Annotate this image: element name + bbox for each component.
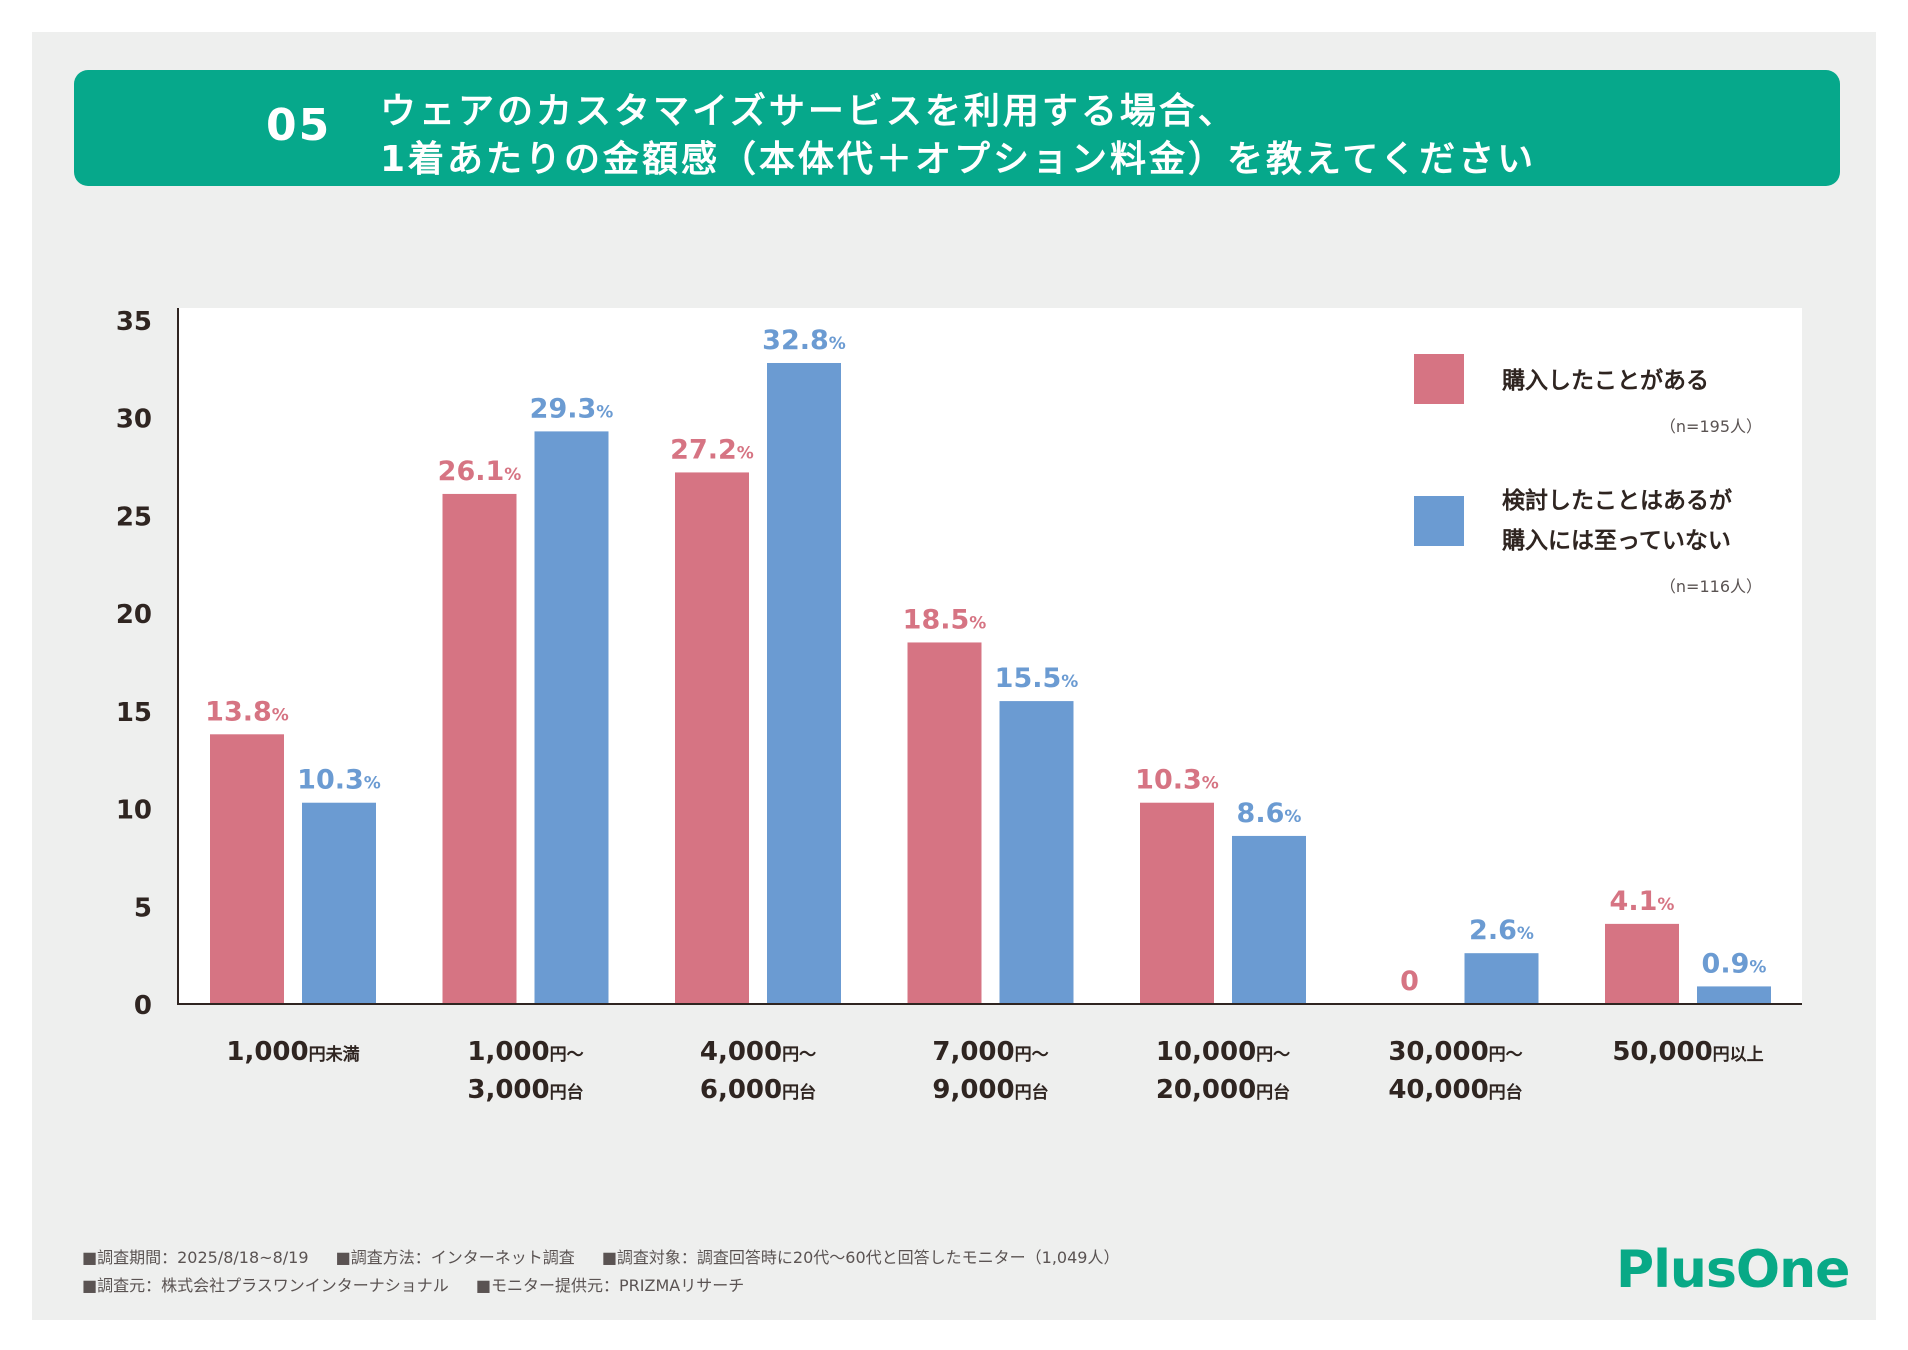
x-tick-label: 10,000円～ — [1156, 1037, 1290, 1067]
y-tick-label: 15 — [116, 698, 152, 728]
legend-sample-size: （n=116人） — [1660, 577, 1762, 596]
bar-purchased — [907, 642, 982, 1004]
bar-considered — [767, 362, 841, 1005]
x-tick-label: 4,000円～ — [700, 1037, 816, 1067]
data-label: 18.5% — [903, 604, 987, 635]
x-tick-label: 9,000円台 — [932, 1075, 1048, 1105]
x-tick-label: 7,000円～ — [932, 1037, 1048, 1067]
x-tick-label: 40,000円台 — [1388, 1075, 1522, 1105]
legend-label: 購入したことがある — [1502, 367, 1709, 394]
plusone-logo: PlusOne — [1616, 1240, 1850, 1300]
footnote-provider: ■モニター提供元：PRIZMAリサーチ — [475, 1276, 745, 1295]
data-label: 27.2% — [670, 434, 754, 465]
footnote-source: ■調査元：株式会社プラスワンインターナショナル — [82, 1276, 449, 1295]
data-label: 4.1% — [1610, 886, 1675, 917]
bar-purchased — [210, 734, 284, 1004]
question-title-line2: 1着あたりの金額感（本体代＋オプション料金）を教えてください — [380, 139, 1537, 180]
footnote-row-1: ■調査期間：2025/8/18~8/19 ■調査方法：インターネット調査 ■調査… — [82, 1244, 1141, 1272]
data-label: 29.3% — [530, 393, 614, 424]
bar-purchased — [1605, 923, 1679, 1004]
bar-purchased — [675, 472, 749, 1004]
y-tick-label: 30 — [116, 405, 152, 435]
bar-purchased — [1140, 802, 1214, 1004]
data-label: 15.5% — [995, 663, 1079, 694]
x-tick-label: 20,000円台 — [1156, 1075, 1290, 1105]
bar-considered — [302, 802, 376, 1004]
y-tick-label: 0 — [134, 991, 152, 1021]
data-label: 10.3% — [1135, 765, 1219, 796]
bar-considered — [534, 431, 609, 1004]
x-tick-label: 1,000円未満 — [226, 1037, 359, 1067]
question-title-line1: ウェアのカスタマイズサービスを利用する場合、 — [380, 91, 1237, 132]
legend-swatch — [1414, 496, 1464, 546]
x-tick-label: 1,000円～ — [467, 1037, 583, 1067]
data-label: 2.6% — [1469, 915, 1534, 946]
data-label: 10.3% — [297, 765, 381, 796]
legend-label: 購入には至っていない — [1502, 528, 1731, 554]
legend-label: 検討したことはあるが — [1502, 487, 1732, 514]
x-tick-label: 50,000円以上 — [1612, 1037, 1763, 1067]
survey-footnote: ■調査期間：2025/8/18~8/19 ■調査方法：インターネット調査 ■調査… — [82, 1244, 1141, 1300]
footnote-row-2: ■調査元：株式会社プラスワンインターナショナル ■モニター提供元：PRIZMAリ… — [82, 1272, 1141, 1300]
y-tick-label: 25 — [116, 502, 152, 532]
bar-considered — [1232, 835, 1306, 1004]
x-tick-label: 3,000円台 — [467, 1075, 583, 1105]
footnote-period: ■調査期間：2025/8/18~8/19 — [82, 1248, 309, 1267]
y-tick-label: 10 — [116, 796, 152, 826]
data-label: 32.8% — [762, 325, 846, 356]
question-number: 05 — [266, 100, 332, 151]
title-banner: 05 ウェアのカスタマイズサービスを利用する場合、 1着あたりの金額感（本体代＋… — [74, 70, 1840, 186]
bar-considered — [999, 701, 1074, 1004]
data-label: 13.8% — [205, 696, 289, 727]
data-label: 26.1% — [438, 456, 522, 487]
data-label: 0.9% — [1702, 948, 1767, 979]
bar-considered — [1697, 986, 1771, 1004]
x-tick-label: 6,000円台 — [700, 1075, 816, 1105]
legend-sample-size: （n=195人） — [1660, 417, 1762, 436]
bar-considered — [1464, 953, 1539, 1004]
data-label: 8.6% — [1237, 798, 1302, 829]
bar-purchased — [442, 493, 517, 1004]
footnote-method: ■調査方法：インターネット調査 — [335, 1248, 575, 1267]
data-label: 0 — [1400, 966, 1419, 997]
y-tick-label: 35 — [116, 307, 152, 337]
legend-swatch — [1414, 354, 1464, 404]
x-tick-label: 30,000円～ — [1388, 1037, 1522, 1067]
y-tick-label: 5 — [134, 893, 152, 923]
y-tick-label: 20 — [116, 600, 152, 630]
footnote-target: ■調査対象：調査回答時に20代～60代と回答したモニター（1,049人） — [601, 1248, 1120, 1267]
